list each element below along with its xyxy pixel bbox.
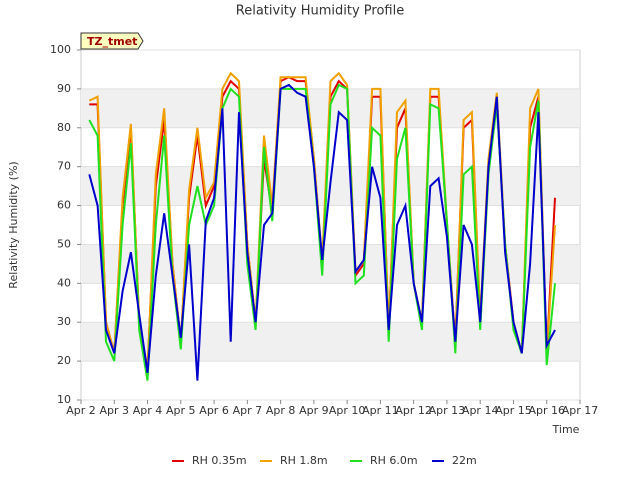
x-axis-label: Time xyxy=(552,423,580,436)
x-tick-label: Apr 13 xyxy=(429,404,466,417)
x-tick-label: Apr 14 xyxy=(462,404,499,417)
y-tick-label: 20 xyxy=(57,354,71,367)
x-tick-label: Apr 10 xyxy=(329,404,366,417)
legend-label: RH 6.0m xyxy=(370,454,418,467)
y-tick-label: 30 xyxy=(57,315,71,328)
y-tick-label: 100 xyxy=(50,43,71,56)
annotation-box xyxy=(80,32,144,50)
annotation-text: TZ_tmet xyxy=(87,35,137,48)
x-tick-label: Apr 2 xyxy=(66,404,96,417)
x-tick-label: Apr 15 xyxy=(495,404,532,417)
legend-label: RH 1.8m xyxy=(280,454,328,467)
x-tick-label: Apr 7 xyxy=(233,404,263,417)
x-tick-label: Apr 6 xyxy=(199,404,229,417)
y-axis-label: Relativity Humidity (%) xyxy=(7,161,20,288)
grid-band xyxy=(81,244,580,284)
x-tick-label: Apr 12 xyxy=(395,404,432,417)
x-tick-label: Apr 8 xyxy=(266,404,296,417)
legend-label: RH 0.35m xyxy=(192,454,247,467)
chart-title: Relativity Humidity Profile xyxy=(236,4,404,19)
data-line xyxy=(88,83,556,381)
x-tick-label: Apr 16 xyxy=(528,404,565,417)
legend-label: 22m xyxy=(452,454,477,467)
x-tick-label: Apr 17 xyxy=(562,404,599,417)
y-tick-label: 60 xyxy=(57,199,71,212)
x-tick-label: Apr 3 xyxy=(100,404,130,417)
x-tick-label: Apr 9 xyxy=(299,404,329,417)
y-tick-label: 80 xyxy=(57,121,71,134)
x-tick-label: Apr 5 xyxy=(166,404,196,417)
y-tick-label: 70 xyxy=(57,160,71,173)
annotation: TZ_tmet xyxy=(80,32,144,50)
data-line xyxy=(88,83,556,381)
x-tick-label: Apr 4 xyxy=(133,404,163,417)
y-tick-label: 10 xyxy=(57,393,71,406)
x-tick-label: Apr 11 xyxy=(362,404,399,417)
grid-band xyxy=(81,322,580,362)
y-tick-label: 50 xyxy=(57,237,71,250)
y-tick-label: 40 xyxy=(57,276,71,289)
y-tick-label: 90 xyxy=(57,82,71,95)
